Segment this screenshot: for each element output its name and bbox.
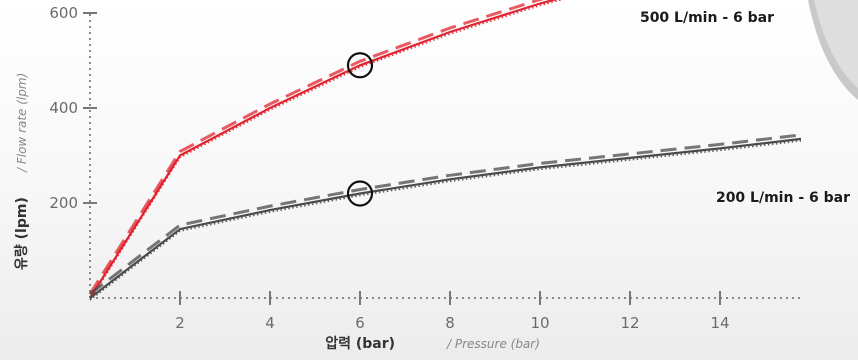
series-line-solid-0 (89, 0, 558, 299)
y-tick-label: 600 (49, 4, 78, 22)
x-tick-label: 14 (710, 314, 729, 332)
x-tick-label: 8 (445, 314, 455, 332)
y-axis-title: 유량 (lpm) (14, 197, 30, 270)
x-axis-subtitle: / Pressure (bar) (446, 337, 540, 351)
y-tick-label: 200 (49, 194, 78, 212)
y-tick-label: 400 (49, 99, 78, 117)
series-line-dashed-0 (88, 0, 544, 295)
series-label-500: 500 L/min - 6 bar (640, 10, 774, 26)
x-tick-label: 12 (620, 314, 639, 332)
series-line-dotted-0 (89, 0, 565, 301)
x-axis-title: 압력 (bar) (325, 336, 395, 352)
series-line-solid-1 (89, 137, 802, 299)
x-tick-label: 10 (530, 314, 549, 332)
x-tick-label: 6 (355, 314, 365, 332)
axes (89, 10, 800, 299)
x-tick-label: 4 (265, 314, 275, 332)
series-line-dotted-1 (89, 140, 802, 301)
series-label-200: 200 L/min - 6 bar (716, 190, 850, 206)
series-markers (346, 52, 374, 207)
decorative-corner-disc (808, 0, 858, 100)
labels: 압력 (bar) / Pressure (bar) 유량 (lpm) / Flo… (14, 10, 850, 352)
y-axis-subtitle: / Flow rate (lpm) (15, 73, 29, 173)
series-marker-circle-1 (346, 180, 374, 207)
series-marker-circle-0 (346, 52, 374, 79)
axis-ticks: 2 4 6 8 10 12 14 200 400 600 (49, 4, 729, 332)
series-line-dashed-1 (89, 133, 802, 296)
series-lines (88, 0, 802, 301)
x-tick-label: 2 (175, 314, 185, 332)
